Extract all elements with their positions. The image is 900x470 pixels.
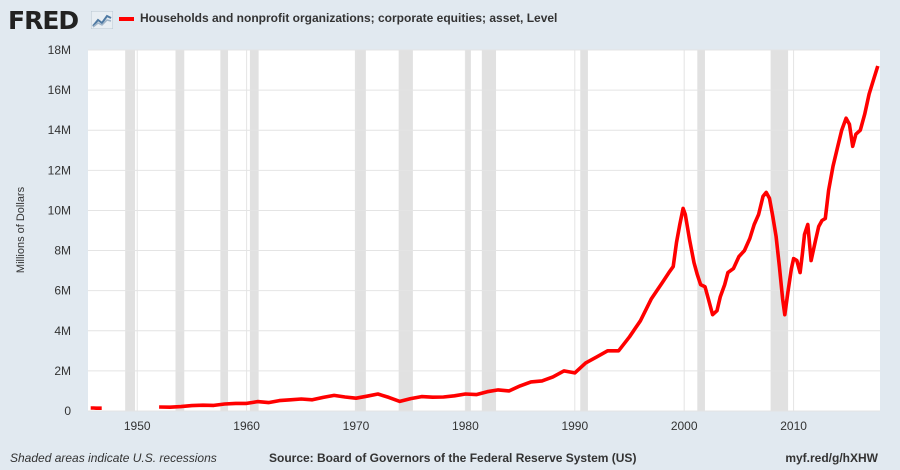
recession-band-2 (220, 50, 229, 411)
fred-logo[interactable]: FRED (8, 6, 79, 35)
recession-band-1 (175, 50, 185, 411)
series-line-0-segment-1 (159, 65, 880, 410)
legend-swatch (119, 17, 134, 21)
y-tick-label-0: 0 (64, 404, 71, 418)
y-tick-label-5: 10M (48, 203, 71, 217)
short-url[interactable]: myf.red/g/hXHW (785, 451, 878, 465)
y-axis-label: Millions of Dollars (15, 186, 27, 273)
grid-lines (88, 49, 880, 412)
x-tick-label-2: 1970 (343, 419, 370, 433)
recession-band-4 (354, 50, 366, 411)
y-tick-label-4: 8M (54, 244, 71, 258)
y-tick-label-7: 14M (48, 123, 71, 137)
x-tick-label-3: 1980 (452, 419, 479, 433)
x-tick-label-0: 1950 (124, 419, 151, 433)
y-tick-label-9: 18M (48, 43, 71, 57)
recession-shading (125, 50, 789, 411)
y-tick-label-1: 2M (54, 364, 71, 378)
fred-trend-icon (91, 11, 113, 29)
x-axis-ticks: 1950 1960 1970 1980 1990 2000 2010 (124, 419, 807, 433)
x-tick-label-4: 1990 (561, 419, 588, 433)
recession-band-6 (465, 50, 471, 411)
y-tick-label-3: 6M (54, 284, 71, 298)
recession-band-5 (398, 50, 413, 411)
legend-label: Households and nonprofit organizations; … (140, 11, 558, 25)
recession-band-3 (249, 50, 259, 411)
recession-band-0 (125, 50, 136, 411)
x-tick-label-1: 1960 (233, 419, 260, 433)
recession-band-7 (481, 50, 497, 411)
x-tick-label-5: 2000 (671, 419, 698, 433)
chart-header: FRED Households and nonprofit organizati… (0, 0, 900, 38)
y-tick-label-2: 4M (54, 324, 71, 338)
y-tick-label-6: 12M (48, 163, 71, 177)
series-lines (90, 65, 880, 411)
y-axis-ticks: 0 2M 4M 6M 8M 10M 12M 14M 16M 18M (48, 43, 72, 418)
recession-band-10 (770, 50, 789, 411)
recession-band-9 (697, 50, 705, 411)
source-text: Source: Board of Governors of the Federa… (269, 451, 637, 465)
y-tick-label-8: 16M (48, 83, 71, 97)
recession-band-8 (580, 50, 588, 411)
x-tick-label-6: 2010 (780, 419, 807, 433)
recession-note: Shaded areas indicate U.S. recessions (10, 451, 217, 465)
